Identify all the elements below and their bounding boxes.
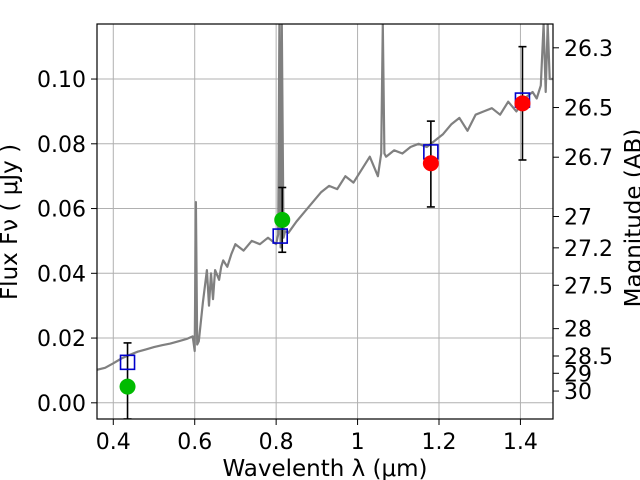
- x-tick-label: 0.6: [177, 430, 212, 455]
- magnitude-tick-label: 27.5: [564, 274, 613, 299]
- magnitude-tick-label: 28.5: [564, 345, 613, 370]
- y-axis-label: Flux Fν ( μJy ): [0, 144, 23, 300]
- x-tick-label: 0.8: [259, 430, 294, 455]
- plot-frame: [96, 23, 554, 420]
- x-axis-label: Wavelenth λ (μm): [222, 456, 427, 480]
- observed-point: [422, 155, 439, 172]
- magnitude-tick-label: 28: [564, 318, 592, 343]
- magnitude-tick-label: 29: [564, 362, 592, 387]
- observed-dots: [119, 95, 531, 395]
- y-tick-label: 0.04: [37, 262, 86, 287]
- x-tick-label: 1: [351, 430, 365, 455]
- x-tick-label: 1.4: [503, 430, 538, 455]
- magnitude-tick-label: 27: [564, 206, 592, 231]
- magnitude-tick-label: 30: [564, 380, 592, 405]
- y-tick-label: 0.10: [37, 68, 86, 93]
- x-tick-label: 1.2: [422, 430, 457, 455]
- x-tick-label: 0.4: [96, 430, 131, 455]
- magnitude-tick-label: 26.3: [564, 37, 613, 62]
- x-axis: 0.4 0.6 0.8 1 1.2 1.4: [96, 419, 538, 455]
- model-point: [272, 228, 289, 244]
- observed-point: [119, 378, 136, 395]
- magnitude-tick-label: 27.2: [564, 237, 613, 262]
- y-tick-label: 0.08: [37, 133, 86, 158]
- magnitude-tick-label: 26.5: [564, 97, 613, 122]
- magnitude-axis-label: Magnitude (AB): [621, 129, 640, 308]
- y-tick-label: 0.00: [37, 392, 86, 417]
- y-axis: 0.00 0.02 0.04 0.06 0.08 0.10: [37, 68, 97, 417]
- observed-point: [514, 95, 531, 112]
- model-point: [119, 354, 136, 371]
- observed-point: [274, 211, 291, 228]
- magnitude-tick-label: 26.7: [564, 146, 613, 171]
- y-tick-label: 0.02: [37, 327, 86, 352]
- y-tick-label: 0.06: [37, 198, 86, 223]
